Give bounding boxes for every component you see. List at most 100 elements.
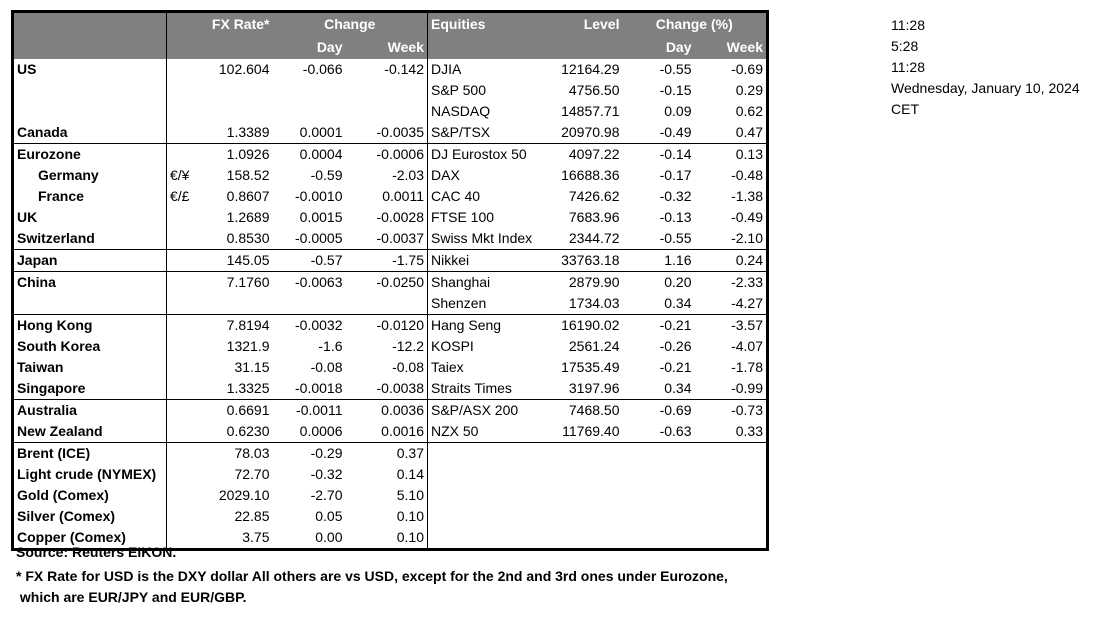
- header-level: Level: [540, 11, 623, 36]
- equity-name: S&P/ASX 200: [431, 402, 519, 418]
- currency-pair: [166, 228, 201, 250]
- equity-level: 16688.36: [561, 167, 620, 183]
- time-2: 5:28: [891, 38, 919, 54]
- equity-name: FTSE 100: [431, 209, 495, 225]
- fx-day-change: -0.59: [310, 167, 343, 183]
- row-name: [12, 101, 167, 122]
- header-equities: Equities: [427, 11, 541, 36]
- table-row: Canada 1.3389 0.0001 -0.0035 S&P/TSX 20970.98…: [12, 122, 768, 144]
- equity-day-change: -0.32: [659, 188, 692, 204]
- equity-level: [541, 464, 623, 485]
- header-week: Week: [345, 36, 428, 59]
- header-row-2: Day Week Day Week: [12, 36, 768, 59]
- fx-rate: 0.6691: [226, 402, 270, 418]
- equity-level: 7683.96: [568, 209, 620, 225]
- equity-level: 17535.49: [561, 359, 620, 375]
- equity-day-change: -0.26: [659, 338, 692, 354]
- equity-day-change: [623, 485, 695, 506]
- fx-rate: 0.6230: [200, 421, 273, 443]
- fx-rate: 102.604: [218, 61, 270, 77]
- fx-rate: 1.0926: [226, 146, 270, 162]
- row-name: Silver (Comex): [12, 506, 167, 527]
- fx-week-change: -1.75: [345, 249, 428, 272]
- row-name: Brent (ICE): [12, 442, 167, 464]
- equity-level: 3197.96: [540, 378, 623, 400]
- currency-pair: [167, 443, 201, 465]
- fx-day-change: 0.0015: [299, 209, 343, 225]
- fx-rate: 3.75: [242, 529, 270, 545]
- equity-day-change: -0.13: [659, 209, 692, 225]
- equity-name: Taiex: [431, 359, 464, 375]
- equity-name: NASDAQ: [431, 103, 491, 119]
- table-row: Shenzen 1734.03 0.34 -4.27: [12, 293, 768, 315]
- equity-day-change: [623, 464, 695, 485]
- header-blank: [12, 11, 167, 36]
- equity-day-change: 0.09: [664, 103, 692, 119]
- table-row: Gold (Comex) 2029.10 -2.70 5.10: [12, 485, 768, 506]
- header-day: Day: [272, 36, 346, 59]
- equity-level: 2879.90: [568, 274, 620, 290]
- table-row: S&P 500 4756.50 -0.15 0.29: [12, 80, 768, 101]
- source-note: Source: Reuters EIKON.: [16, 544, 177, 560]
- equity-week-change: -2.10: [694, 228, 768, 250]
- currency-pair: [166, 378, 201, 400]
- fx-rate: 78.03: [234, 445, 270, 461]
- equity-level: [541, 443, 623, 465]
- table-row: Singapore 1.3325 -0.0018 -0.0038 Straits Tim…: [12, 378, 768, 400]
- equity-name: Shanghai: [431, 274, 491, 290]
- equity-week-change: 0.24: [694, 249, 768, 272]
- equity-week-change: 0.47: [694, 122, 768, 144]
- equity-level: 4756.50: [568, 82, 620, 98]
- table-row: Hong Kong 7.8194 -0.0032 -0.0120 Hang Seng 16…: [12, 314, 768, 336]
- equity-day-change: -0.14: [659, 146, 692, 162]
- equity-name: KOSPI: [431, 338, 474, 354]
- equity-level: 12164.29: [561, 61, 620, 77]
- fx-day-change: -0.32: [310, 466, 343, 482]
- row-name: [12, 80, 167, 101]
- equity-week-change: -0.49: [731, 209, 763, 225]
- equity-week-change: -0.48: [731, 167, 763, 183]
- currency-pair: [167, 144, 201, 166]
- currency-pair: [166, 421, 201, 443]
- fx-rate: 1.2689: [226, 209, 270, 225]
- table-row: Switzerland 0.8530 -0.0005 -0.0037 Swiss Mkt…: [12, 228, 768, 250]
- table-row: Eurozone 1.0926 0.0004 -0.0006 DJ Eurostox 5…: [12, 143, 768, 166]
- equity-name: DJ Eurostox 50: [431, 146, 527, 162]
- equity-level: [541, 506, 623, 527]
- fx-week-change: -0.0006: [345, 143, 428, 165]
- fx-rate: 7.1760: [226, 274, 270, 290]
- row-name: Australia: [12, 399, 167, 421]
- table-row: NASDAQ 14857.71 0.09 0.62: [12, 101, 768, 122]
- row-name: France: [12, 186, 167, 207]
- equity-week-change: [695, 485, 768, 506]
- equity-level: [541, 485, 623, 506]
- table-row: UK 1.2689 0.0015 -0.0028 FTSE 100 7683.96 -0.1…: [12, 207, 768, 228]
- market-data-table: FX Rate* Change Equities Level Change (%…: [11, 10, 769, 551]
- equity-name: NZX 50: [427, 421, 541, 443]
- currency-pair: [167, 400, 201, 422]
- table-row: Japan 145.05 -0.57 -1.75 Nikkei 33763.18 1.16 0…: [12, 249, 768, 272]
- timezone: CET: [891, 101, 919, 117]
- fx-day-change: [273, 80, 346, 101]
- equity-day-change: 1.16: [622, 249, 695, 272]
- table-row: Silver (Comex) 22.85 0.05 0.10: [12, 506, 768, 527]
- equity-day-change: 0.34: [622, 378, 695, 400]
- fx-week-change: -0.0028: [345, 207, 428, 228]
- row-name: China: [12, 271, 167, 293]
- row-name: UK: [12, 207, 167, 228]
- fx-rate: [201, 80, 273, 101]
- fx-rate: 1.3325: [200, 378, 273, 400]
- equity-week-change: -0.69: [731, 61, 763, 77]
- equity-name: [428, 443, 541, 465]
- fx-day-change: -2.70: [310, 487, 343, 503]
- equity-day-change: -0.63: [622, 421, 695, 443]
- fx-day-change: -0.0010: [295, 188, 343, 204]
- currency-pair: [167, 464, 201, 485]
- row-name: Copper (Comex): [12, 527, 167, 550]
- row-name: Eurozone: [12, 143, 167, 165]
- table-row: Germany €/¥ 158.52 -0.59 -2.03 DAX 16688.36 -0.…: [12, 165, 768, 186]
- equity-week-change: -3.57: [731, 317, 763, 333]
- row-name: Switzerland: [12, 228, 167, 250]
- equity-day-change: -0.55: [622, 228, 695, 250]
- fx-rate: 1321.9: [226, 338, 270, 354]
